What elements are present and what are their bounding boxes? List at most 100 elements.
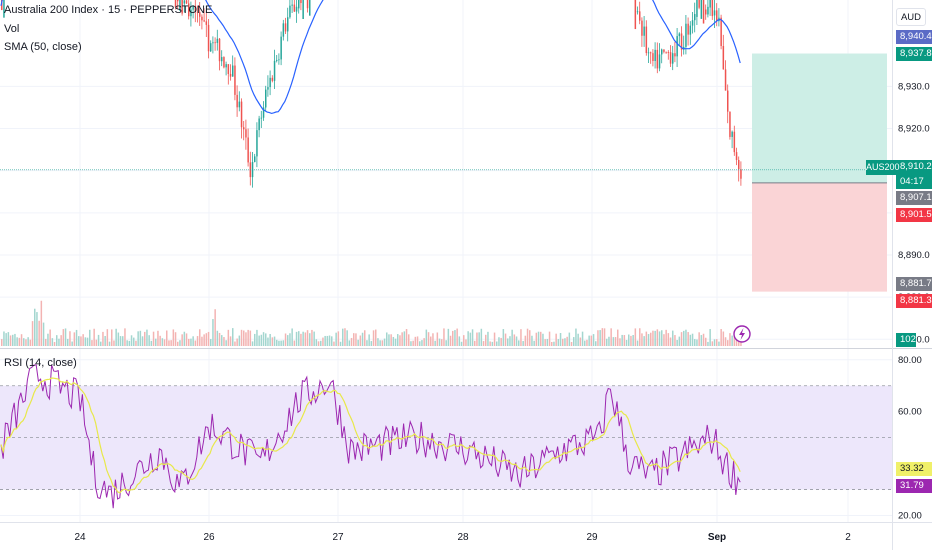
volume-bar (267, 337, 269, 346)
sma-legend[interactable]: SMA (50, close) (4, 41, 82, 53)
volume-bar (489, 341, 491, 346)
volume-bar (405, 329, 408, 346)
volume-bar (454, 330, 456, 346)
volume-bar (469, 332, 472, 346)
volume-bar (298, 331, 300, 346)
candle-body (214, 42, 216, 44)
volume-bar (289, 333, 291, 346)
volume-bar (526, 328, 529, 346)
candle-body (221, 57, 223, 62)
candle-body (687, 23, 689, 35)
rsi-ma-tag: 33.32 (896, 462, 932, 476)
volume-bar (86, 337, 89, 346)
volume-bar (166, 330, 168, 346)
volume-bar (379, 340, 381, 346)
volume-bar (436, 332, 439, 346)
candle-body (680, 33, 683, 50)
volume-bar (656, 329, 659, 346)
candle-body (205, 21, 208, 25)
volume-bars (1, 300, 742, 346)
volume-legend[interactable]: Vol (4, 23, 20, 35)
volume-bar (471, 329, 474, 346)
volume-bar (460, 341, 463, 346)
volume-bar (584, 340, 586, 346)
candle-body (707, 6, 709, 15)
volume-bar (564, 338, 566, 346)
candle-body (225, 64, 227, 68)
volume-bar (53, 341, 56, 346)
volume-bar (205, 333, 208, 346)
candle-body (190, 9, 192, 17)
volume-bar (115, 328, 117, 346)
volume-bar (531, 335, 533, 346)
volume-bar (540, 331, 542, 346)
volume-bar (733, 330, 736, 346)
volume-bar (524, 335, 527, 346)
candle-body (199, 12, 201, 17)
volume-bar (218, 332, 221, 346)
volume-bar (247, 329, 249, 346)
symbol-title[interactable]: Australia 200 Index · 15 · PEPPERSTONE (4, 4, 213, 16)
last-price-tag: 8,910.2 (896, 160, 932, 175)
volume-bar (102, 331, 104, 346)
volume-bar (507, 338, 509, 346)
candle-body (232, 65, 234, 77)
volume-bar (3, 331, 5, 346)
candle-body (236, 94, 238, 108)
volume-bar (93, 328, 95, 346)
volume-bar (645, 331, 648, 346)
volume-bar (16, 337, 18, 346)
volume-bar (579, 337, 582, 346)
candle-body (309, 0, 311, 16)
volume-bar (441, 339, 443, 346)
volume-bar (322, 337, 324, 346)
volume-bar (595, 341, 597, 346)
volume-bar (639, 328, 641, 346)
currency-button[interactable]: AUD (896, 8, 926, 26)
volume-bar (236, 338, 238, 346)
volume-bar (533, 340, 535, 346)
volume-bar (513, 334, 516, 346)
volume-bar (608, 336, 610, 346)
entry-price-tag: 8,907.1 (896, 191, 932, 205)
volume-bar (324, 335, 326, 346)
volume-bar (665, 329, 667, 346)
candle-body (652, 53, 654, 62)
volume-bar (463, 335, 465, 346)
volume-bar (412, 340, 414, 346)
alert-icon[interactable] (733, 325, 751, 343)
candle-body (674, 53, 676, 57)
long-position-profit-zone[interactable] (752, 53, 887, 183)
volume-bar (705, 337, 707, 346)
volume-bar (282, 340, 285, 346)
volume-bar (234, 341, 236, 346)
volume-bar (306, 330, 309, 346)
volume-bar (262, 332, 265, 346)
volume-bar (194, 340, 197, 346)
rsi-legend[interactable]: RSI (14, close) (4, 357, 77, 369)
volume-bar (137, 331, 139, 346)
volume-bar (443, 328, 445, 346)
volume-bar (106, 329, 109, 346)
candle-body (207, 24, 210, 52)
volume-bar (238, 335, 241, 346)
candle-body (702, 0, 705, 24)
volume-bar (128, 340, 131, 346)
volume-bar (493, 332, 496, 346)
candle-body (691, 20, 694, 26)
volume-bar (588, 335, 590, 346)
volume-bar (408, 334, 410, 346)
volume-bar (80, 336, 82, 346)
candle-body (256, 130, 258, 157)
long-position-loss-zone[interactable] (752, 182, 887, 292)
volume-bar (434, 340, 436, 346)
volume-bar (683, 330, 685, 346)
volume-bar (502, 329, 505, 346)
volume-bar (62, 329, 65, 346)
candle-body (727, 90, 729, 112)
candle-body (647, 52, 650, 54)
time-axis-label: 24 (74, 532, 86, 543)
volume-bar (386, 332, 388, 346)
volume-bar (562, 338, 564, 346)
